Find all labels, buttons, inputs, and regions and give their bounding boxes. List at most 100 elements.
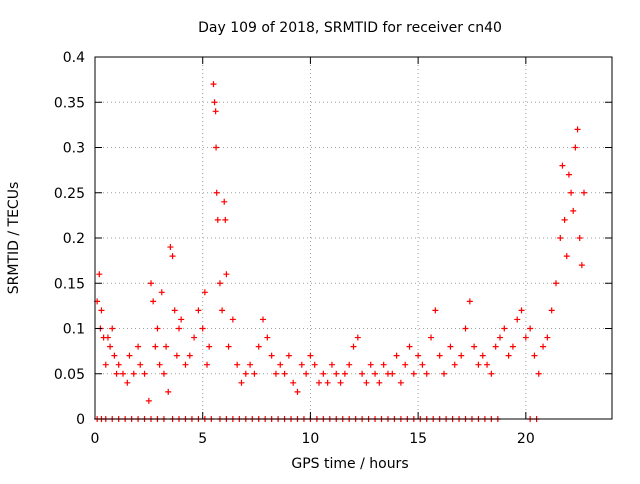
data-point — [186, 352, 193, 359]
data-point — [255, 343, 262, 350]
data-point — [156, 361, 163, 368]
data-point — [559, 162, 566, 169]
data-point — [580, 189, 587, 196]
data-point — [501, 325, 508, 332]
data-point — [182, 361, 189, 368]
data-point — [447, 343, 454, 350]
data-point — [419, 361, 426, 368]
data-point — [531, 352, 538, 359]
data-point — [150, 298, 157, 305]
data-point — [552, 280, 559, 287]
data-point — [206, 343, 213, 350]
data-point — [124, 379, 131, 386]
data-point — [210, 81, 217, 88]
data-point — [540, 343, 547, 350]
data-point — [415, 352, 422, 359]
data-point — [341, 370, 348, 377]
points-layer — [94, 81, 587, 422]
chart-title: Day 109 of 2018, SRMTID for receiver cn4… — [198, 20, 502, 36]
data-point — [213, 189, 220, 196]
data-point — [514, 316, 521, 323]
data-point — [111, 352, 118, 359]
x-axis-label: GPS time / hours — [291, 456, 408, 472]
y-tick-label: 0.1 — [63, 322, 85, 338]
data-point — [466, 298, 473, 305]
data-point — [148, 280, 155, 287]
data-point — [158, 289, 165, 296]
data-point — [568, 189, 575, 196]
data-point — [247, 361, 254, 368]
data-point — [372, 370, 379, 377]
data-point — [563, 253, 570, 260]
data-point — [176, 325, 183, 332]
data-point — [222, 216, 229, 223]
data-point — [216, 280, 223, 287]
data-point — [509, 343, 516, 350]
data-point — [350, 343, 357, 350]
data-point — [410, 370, 417, 377]
y-tick-label: 0.15 — [54, 276, 85, 292]
data-point — [484, 361, 491, 368]
axis-layer: 0 0.05 0.1 0.15 0.2 0.25 0.3 0.35 0.4 0 5 10 15 20 — [54, 50, 613, 447]
data-point — [109, 325, 116, 332]
data-point — [107, 343, 114, 350]
data-point — [199, 325, 206, 332]
y-tick-label: 0.35 — [54, 95, 85, 111]
data-point — [402, 361, 409, 368]
y-tick-label: 0 — [76, 412, 85, 428]
data-point — [171, 307, 178, 314]
data-point — [98, 307, 105, 314]
data-point — [527, 325, 534, 332]
data-point — [234, 361, 241, 368]
data-point — [120, 370, 127, 377]
data-point — [219, 307, 226, 314]
data-point — [137, 361, 144, 368]
y-tick-label: 0.25 — [54, 186, 85, 202]
data-point — [462, 325, 469, 332]
data-point — [354, 334, 361, 341]
data-point — [393, 352, 400, 359]
data-point — [225, 343, 232, 350]
data-point — [307, 352, 314, 359]
x-tick-label: 20 — [517, 431, 535, 447]
data-point — [406, 343, 413, 350]
data-point — [160, 370, 167, 377]
data-point — [475, 361, 482, 368]
data-point — [561, 216, 568, 223]
data-point — [201, 289, 208, 296]
data-point — [281, 370, 288, 377]
data-point — [316, 379, 323, 386]
data-point — [423, 370, 430, 377]
data-point — [363, 379, 370, 386]
data-point — [294, 388, 301, 395]
data-point — [173, 352, 180, 359]
data-point — [570, 207, 577, 214]
data-point — [376, 379, 383, 386]
data-point — [432, 307, 439, 314]
data-point — [380, 361, 387, 368]
data-point — [223, 271, 230, 278]
data-point — [479, 352, 486, 359]
data-point — [492, 343, 499, 350]
data-point — [522, 334, 529, 341]
data-point — [397, 379, 404, 386]
data-point — [264, 334, 271, 341]
data-point — [458, 352, 465, 359]
data-point — [178, 316, 185, 323]
data-point — [303, 370, 310, 377]
x-tick-label: 0 — [91, 431, 100, 447]
data-point — [572, 144, 579, 151]
data-point — [213, 144, 220, 151]
data-point — [260, 316, 267, 323]
data-point — [272, 370, 279, 377]
data-point — [548, 307, 555, 314]
data-point — [290, 379, 297, 386]
data-point — [238, 379, 245, 386]
data-point — [113, 370, 120, 377]
data-point — [440, 370, 447, 377]
data-point — [195, 307, 202, 314]
data-point — [544, 334, 551, 341]
data-point — [298, 361, 305, 368]
